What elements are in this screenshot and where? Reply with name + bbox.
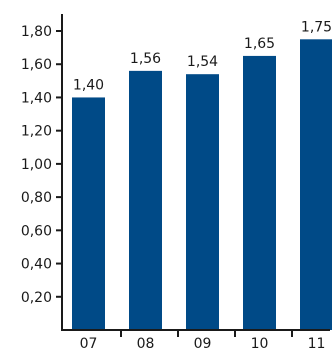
x-tick-label: 11 xyxy=(308,336,326,352)
data-labels: 1,40 1,56 1,54 1,65 1,75 xyxy=(73,19,332,93)
bar xyxy=(186,74,219,330)
bar xyxy=(129,70,162,330)
x-tick-label: 10 xyxy=(251,336,269,352)
y-tick-label: 1,00 xyxy=(21,157,52,173)
y-tick-label: 1,40 xyxy=(21,90,52,106)
data-label: 1,65 xyxy=(244,36,275,52)
x-tick-label: 09 xyxy=(194,336,212,352)
bars xyxy=(72,39,332,331)
bar xyxy=(72,97,105,330)
bar xyxy=(300,39,332,331)
y-axis-ticks: 0,20 0,40 0,60 0,80 1,00 1,20 1,40 1,60 1,80 xyxy=(21,24,62,306)
x-tick-label: 07 xyxy=(80,336,98,352)
x-tick-label: 08 xyxy=(137,336,155,352)
data-label: 1,56 xyxy=(130,51,161,67)
data-label: 1,75 xyxy=(301,19,332,35)
y-tick-label: 1,60 xyxy=(21,57,52,73)
x-axis-ticks: 07 08 09 10 11 xyxy=(80,330,326,352)
y-tick-label: 1,80 xyxy=(21,24,52,40)
data-label: 1,54 xyxy=(187,54,218,70)
y-tick-label: 0,60 xyxy=(21,223,52,239)
data-label: 1,40 xyxy=(73,77,104,93)
y-tick-label: 1,20 xyxy=(21,124,52,140)
y-tick-label: 0,40 xyxy=(21,257,52,273)
y-tick-label: 0,20 xyxy=(21,290,52,306)
y-tick-label: 0,80 xyxy=(21,190,52,206)
bar xyxy=(243,55,276,331)
